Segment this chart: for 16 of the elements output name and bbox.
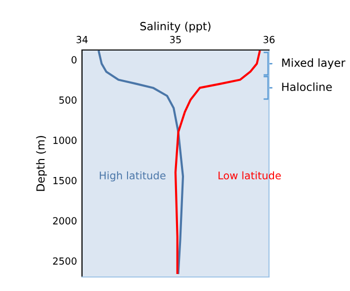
annotation: Mixed layer: [282, 58, 346, 70]
x-tick-label: 34: [76, 36, 88, 44]
x-tick-label: 36: [264, 36, 275, 44]
x-tick-label: 35: [170, 36, 181, 44]
text: Low latitude: [218, 171, 281, 180]
y-tick-label: 2500: [53, 257, 76, 265]
line-series: [98, 50, 184, 274]
y-tick-label: 0: [72, 56, 76, 64]
y-axis-title: Depth (m): [36, 136, 47, 191]
y-tick-label: 1500: [53, 176, 76, 184]
y-tick-label: 500: [59, 96, 76, 104]
y-tick-label: 1000: [53, 136, 76, 144]
y-tick-label: 2000: [53, 217, 76, 224]
series-label: High latitude: [100, 171, 166, 182]
x-axis-title: Salinity (ppt): [140, 22, 210, 32]
annotation: Halocline: [282, 82, 332, 92]
